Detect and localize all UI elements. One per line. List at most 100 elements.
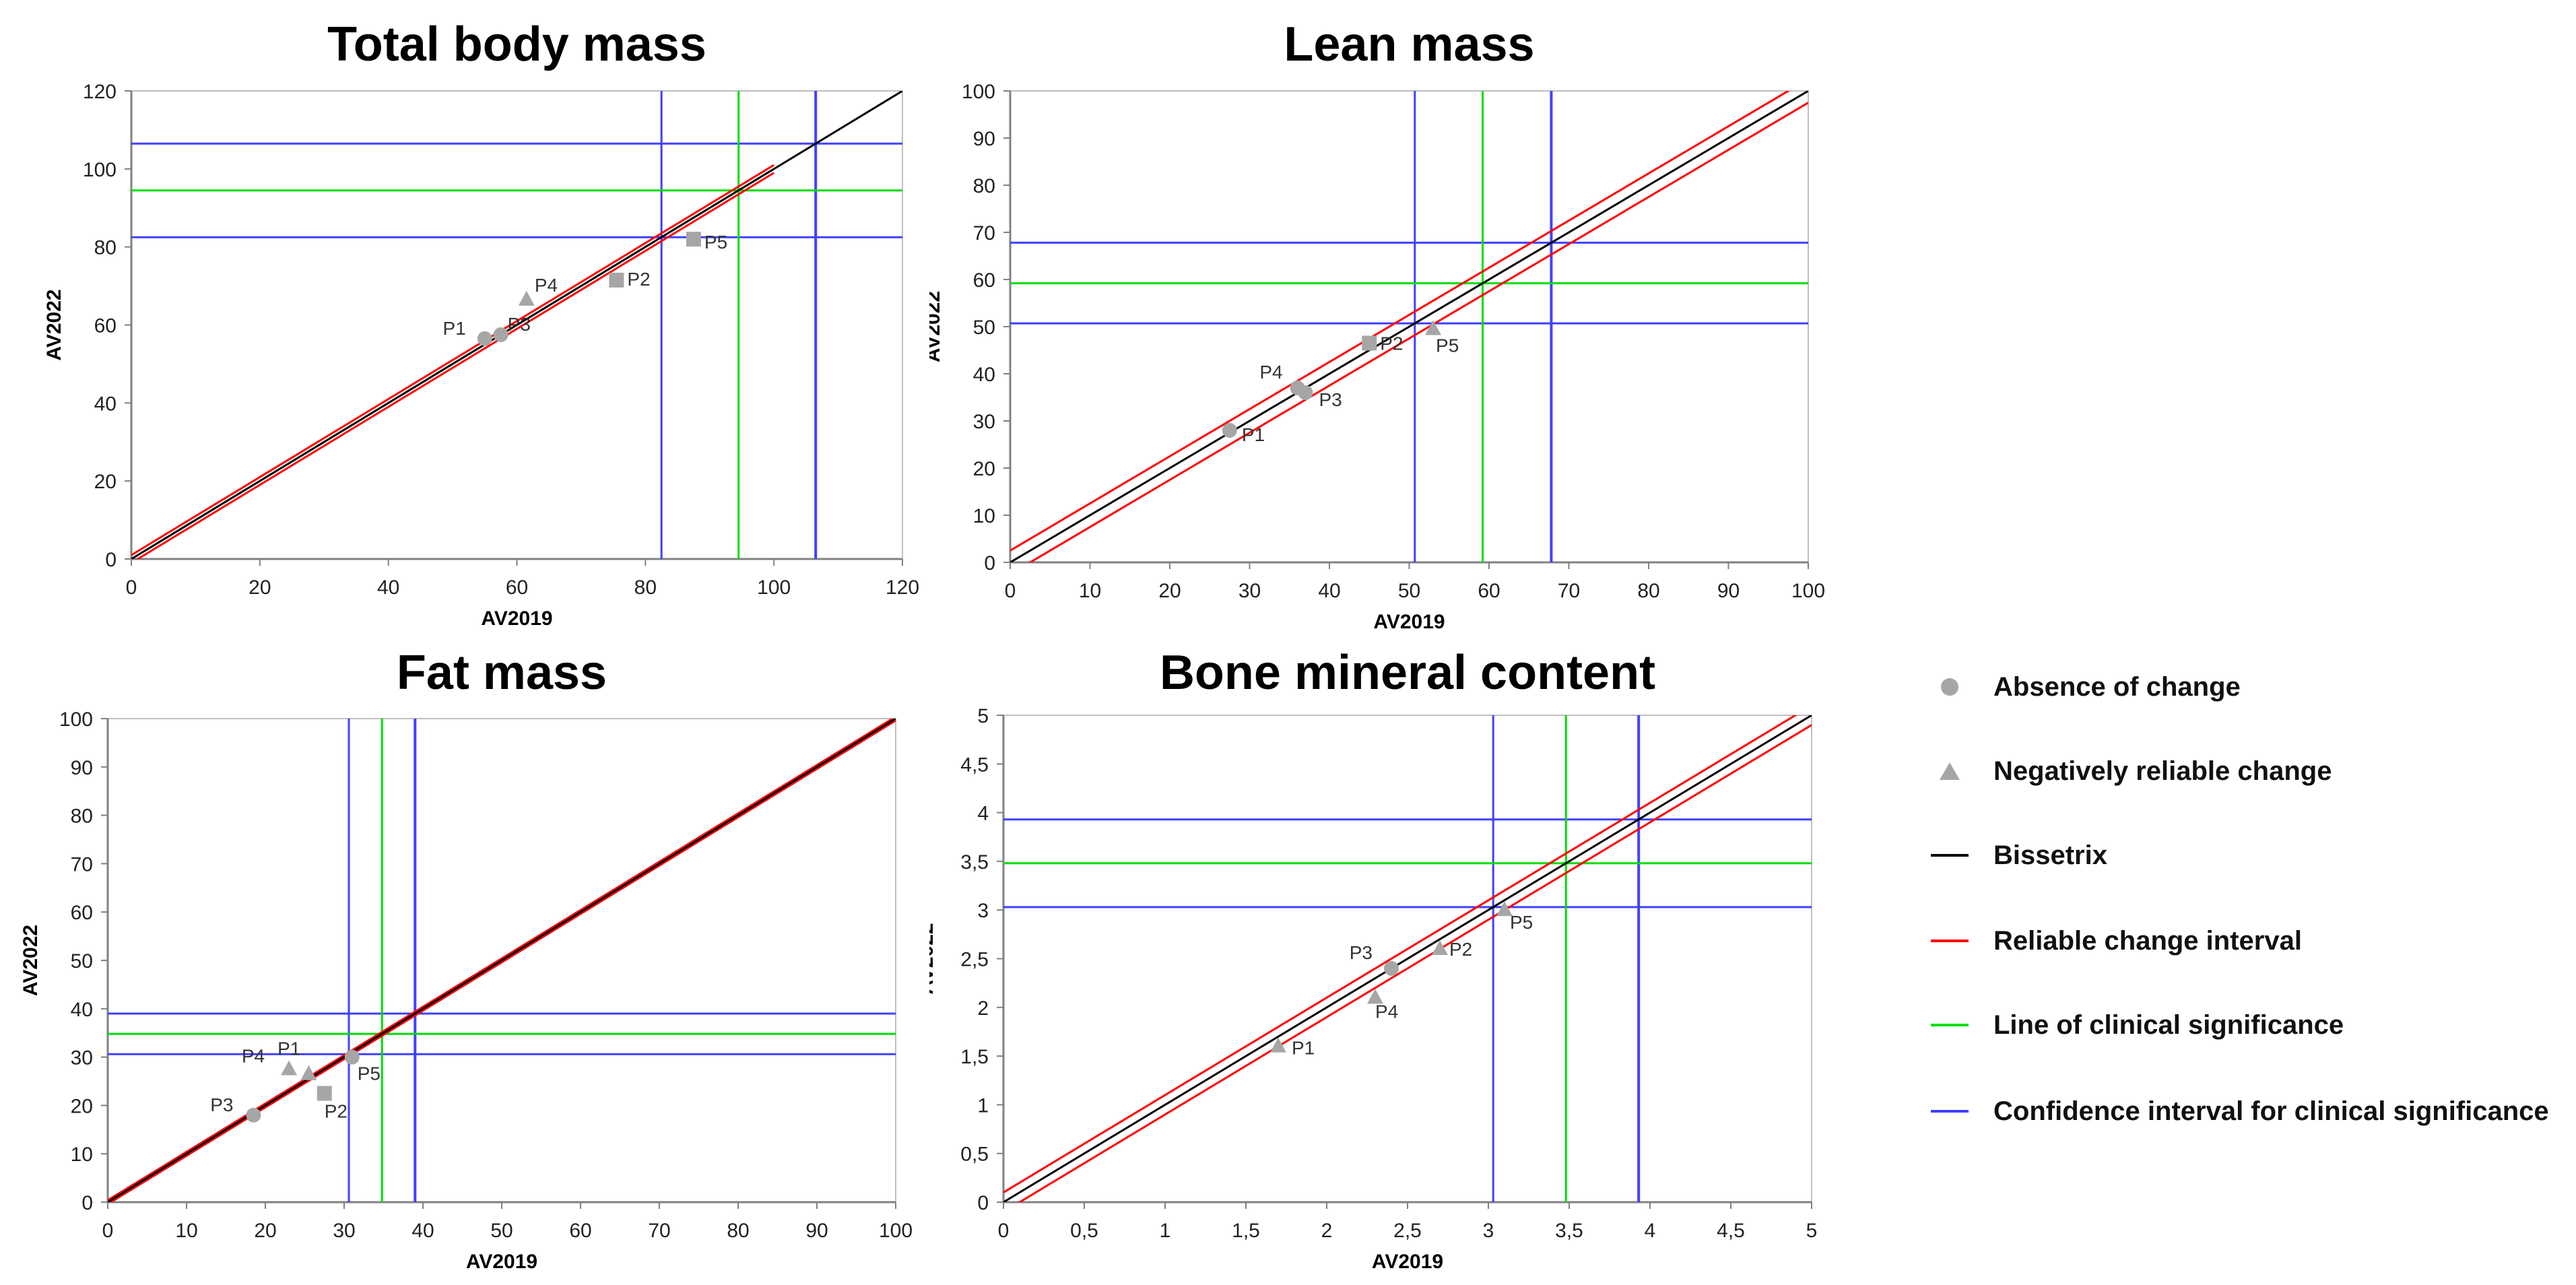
x-tick-label: 4 [1645, 1220, 1656, 1242]
legend-item-negatively-reliable-change: Negatively reliable change [1926, 751, 2332, 791]
x-tick-label: 30 [333, 1220, 355, 1242]
y-tick-label: 1 [977, 1094, 989, 1117]
legend-swatch [1926, 1005, 1973, 1045]
y-tick-label: 10 [973, 505, 995, 527]
x-tick-label: 10 [1079, 580, 1101, 602]
x-tick-label: 3 [1483, 1220, 1494, 1242]
y-tick-label: 90 [973, 128, 995, 150]
reference-lines [131, 91, 902, 559]
point-label: P1 [277, 1039, 300, 1059]
lean-mass-chart: Lean mass 0 10 20 30 40 50 60 70 80 90 100 0 10 20 30 40… [929, 0, 1886, 633]
y-tick-label: 70 [973, 222, 995, 244]
reference-lines [1010, 91, 1808, 562]
x-tick-label: 20 [249, 576, 271, 599]
point-label: P3 [1319, 389, 1342, 410]
x-tick-label: 1 [1160, 1220, 1171, 1242]
bissetrix-line [1010, 91, 1808, 562]
bissetrix-line [1003, 715, 1812, 1202]
point-label: P2 [1449, 939, 1472, 960]
y-axis-label: AV2022 [20, 925, 42, 996]
data-point-p3 [1298, 385, 1313, 400]
point-label: P2 [1380, 333, 1403, 354]
point-label: P3 [210, 1094, 233, 1115]
y-tick-label: 90 [71, 757, 93, 779]
legend-item-absence-of-change: Absence of change [1926, 667, 2241, 707]
x-tick-label: 20 [1158, 580, 1181, 602]
point-label: P1 [443, 318, 466, 339]
y-tick-label: 30 [973, 411, 995, 433]
y-tick-label: 40 [973, 364, 995, 386]
x-tick-label: 0 [1005, 580, 1016, 602]
point-label: P5 [1436, 335, 1459, 356]
point-label: P2 [627, 269, 650, 290]
lean-mass-svg: Lean mass 0 10 20 30 40 50 60 70 80 90 100 0 10 20 30 40… [929, 18, 1825, 633]
y-tick-label: 0 [105, 549, 117, 571]
x-tick-label: 70 [1558, 580, 1580, 602]
reliable-change-line [1003, 715, 1797, 1193]
reliable-change-line [108, 719, 896, 1202]
data-point-p5 [344, 1049, 360, 1065]
data-point-p5 [1496, 901, 1513, 917]
x-tick-label: 60 [569, 1220, 591, 1242]
legend-label: Reliable change interval [1993, 925, 2302, 956]
y-tick-label: 60 [71, 902, 93, 924]
y-tick-label: 5 [977, 705, 989, 727]
legend-swatch [1926, 835, 1973, 876]
y-tick-label: 20 [973, 458, 995, 480]
x-tick-label: 2 [1321, 1220, 1333, 1242]
x-tick-label: 80 [727, 1220, 749, 1242]
data-point-p1 [1270, 1037, 1286, 1053]
reliable-change-line [108, 719, 895, 1201]
point-label: P4 [535, 275, 558, 296]
reference-lines [1003, 715, 1812, 1202]
bissetrix-line [108, 719, 896, 1202]
x-tick-label: 60 [506, 576, 528, 599]
data-point-p2 [317, 1086, 332, 1101]
point-label: P2 [325, 1100, 348, 1121]
x-tick-label: 100 [1791, 580, 1825, 602]
x-tick-label: 100 [757, 576, 791, 599]
fat-mass-chart: Fat mass 0 10 20 30 40 50 60 70 80 90 100 0 10 20 30 40 5… [0, 643, 929, 1285]
point-label: P1 [1292, 1038, 1315, 1059]
data-point-p2 [1432, 940, 1448, 956]
y-tick-label: 40 [94, 393, 117, 415]
data-point-p1 [477, 331, 492, 346]
data-point-p4 [1367, 989, 1383, 1004]
data-point-p5 [1425, 320, 1442, 335]
y-tick-label: 4 [977, 803, 989, 825]
x-tick-label: 3,5 [1555, 1220, 1583, 1242]
x-tick-label: 70 [648, 1220, 670, 1242]
y-tick-label: 2 [977, 997, 989, 1020]
y-tick-label: 0,5 [960, 1144, 989, 1166]
point-label: P5 [1510, 912, 1533, 933]
point-label: P1 [1242, 424, 1265, 445]
reliable-change-line [131, 164, 774, 556]
x-tick-label: 20 [254, 1220, 276, 1242]
y-tick-label: 4,5 [960, 754, 989, 776]
legend-item-bissetrix: Bissetrix [1926, 835, 2107, 876]
x-tick-label: 50 [490, 1220, 513, 1242]
total-body-mass-svg: Total body mass 0 20 40 60 80 100 120 0 20 40 60 80 1… [43, 18, 919, 630]
x-axis-label: AV2019 [1372, 1251, 1443, 1273]
y-tick-label: 80 [71, 805, 93, 828]
data-point-p5 [686, 232, 701, 247]
legend-label: Confidence interval for clinical signifi… [1993, 1096, 2549, 1126]
point-label: P5 [358, 1063, 381, 1084]
y-tick-label: 10 [71, 1144, 93, 1166]
legend-item-confidence-interval-for-clinical-significance: Confidence interval for clinical signifi… [1926, 1091, 2549, 1131]
x-tick-label: 40 [377, 576, 399, 599]
legend-item-reliable-change-interval: Reliable change interval [1926, 921, 2302, 961]
y-tick-label: 0 [977, 1192, 989, 1214]
data-point-p4 [518, 290, 535, 306]
x-axis-label: AV2019 [481, 607, 552, 630]
y-tick-label: 80 [973, 175, 995, 197]
data-point-p3 [246, 1107, 261, 1123]
fat-mass-svg: Fat mass 0 10 20 30 40 50 60 70 80 90 100 0 10 20 30 40 5… [20, 646, 913, 1273]
data-point-p2 [609, 272, 624, 288]
y-tick-label: 20 [94, 471, 117, 493]
y-tick-label: 60 [973, 269, 995, 292]
total-body-mass-title: Total body mass [327, 18, 706, 71]
y-tick-label: 3,5 [960, 851, 989, 874]
bone-mineral-content-chart: Bone mineral content 0 0,5 1 1,5 2 2,5 3 3,5 4 4,5… [929, 643, 1886, 1285]
data-point-p1 [300, 1065, 317, 1080]
